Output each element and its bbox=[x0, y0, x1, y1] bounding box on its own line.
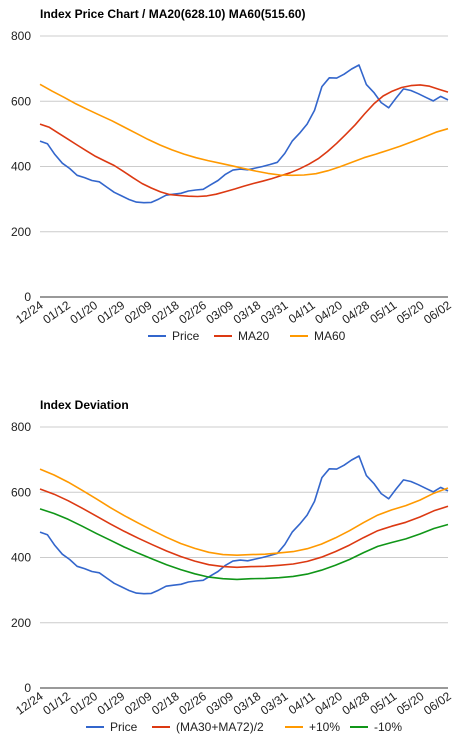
legend-item[interactable]: Price bbox=[86, 720, 138, 734]
legend-label: MA20 bbox=[238, 329, 270, 343]
legend-label: -10% bbox=[374, 720, 402, 734]
legend-item[interactable]: (MA30+MA72)/2 bbox=[152, 720, 264, 734]
y-tick-label: 400 bbox=[11, 551, 31, 565]
y-tick-label: 200 bbox=[11, 225, 31, 239]
x-tick-label: 04/20 bbox=[312, 298, 345, 327]
x-tick-label: 03/09 bbox=[203, 689, 236, 718]
x-tick-label: 03/18 bbox=[231, 689, 264, 718]
x-tick-label: 05/20 bbox=[394, 689, 427, 718]
y-tick-label: 200 bbox=[11, 616, 31, 630]
legend-label: Price bbox=[110, 720, 138, 734]
y-tick-label: 400 bbox=[11, 160, 31, 174]
legend-item[interactable]: MA20 bbox=[214, 329, 270, 343]
x-tick-label: 02/09 bbox=[122, 298, 155, 327]
x-tick-label: 04/11 bbox=[286, 298, 318, 326]
y-tick-label: 600 bbox=[11, 94, 31, 108]
x-tick-label: 01/12 bbox=[40, 689, 73, 718]
x-tick-label: 06/02 bbox=[421, 689, 454, 718]
x-tick-label: 01/29 bbox=[95, 298, 128, 327]
chart-title: Index Price Chart / MA20(628.10) MA60(51… bbox=[40, 7, 305, 21]
legend-label: (MA30+MA72)/2 bbox=[176, 720, 264, 734]
x-tick-label: 03/09 bbox=[203, 298, 236, 327]
legend-item[interactable]: MA60 bbox=[290, 329, 346, 343]
series-line-ma20 bbox=[39, 84, 449, 198]
chart-2: Index Deviation020040060080012/2401/1201… bbox=[11, 398, 454, 734]
x-tick-label: 04/28 bbox=[339, 689, 372, 718]
legend-item[interactable]: -10% bbox=[350, 720, 402, 734]
series-line-price bbox=[39, 64, 449, 204]
x-tick-label: 04/28 bbox=[339, 298, 372, 327]
series-line-price bbox=[39, 455, 449, 595]
x-tick-label: 04/20 bbox=[312, 689, 345, 718]
x-tick-label: 03/18 bbox=[231, 298, 264, 327]
series-line-10 bbox=[39, 508, 449, 581]
x-tick-label: 06/02 bbox=[421, 298, 454, 327]
legend-label: Price bbox=[172, 329, 200, 343]
x-tick-label: 05/11 bbox=[367, 689, 399, 717]
y-tick-label: 0 bbox=[24, 681, 31, 695]
chart-title: Index Deviation bbox=[40, 398, 129, 412]
x-tick-label: 03/31 bbox=[258, 689, 291, 718]
legend-item[interactable]: Price bbox=[148, 329, 200, 343]
x-tick-label: 02/26 bbox=[176, 298, 209, 327]
x-tick-label: 02/18 bbox=[149, 298, 182, 327]
chart-1: Index Price Chart / MA20(628.10) MA60(51… bbox=[11, 7, 454, 343]
y-tick-label: 0 bbox=[24, 290, 31, 304]
series-line-ma60 bbox=[39, 83, 449, 177]
x-tick-label: 04/11 bbox=[286, 689, 318, 717]
legend-label: MA60 bbox=[314, 329, 346, 343]
x-tick-label: 02/09 bbox=[122, 689, 155, 718]
x-tick-label: 05/11 bbox=[367, 298, 399, 326]
x-tick-label: 02/26 bbox=[176, 689, 209, 718]
y-tick-label: 600 bbox=[11, 485, 31, 499]
x-tick-label: 02/18 bbox=[149, 689, 182, 718]
series-line-10 bbox=[39, 468, 449, 557]
x-tick-label: 05/20 bbox=[394, 298, 427, 327]
legend-item[interactable]: +10% bbox=[285, 720, 340, 734]
series-line-ma30-ma72-2 bbox=[39, 488, 449, 569]
x-tick-label: 01/20 bbox=[67, 689, 100, 718]
y-tick-label: 800 bbox=[11, 420, 31, 434]
legend-label: +10% bbox=[309, 720, 340, 734]
x-tick-label: 01/12 bbox=[40, 298, 73, 327]
y-tick-label: 800 bbox=[11, 29, 31, 43]
x-tick-label: 03/31 bbox=[258, 298, 291, 327]
x-tick-label: 01/20 bbox=[67, 298, 100, 327]
x-tick-label: 01/29 bbox=[95, 689, 128, 718]
